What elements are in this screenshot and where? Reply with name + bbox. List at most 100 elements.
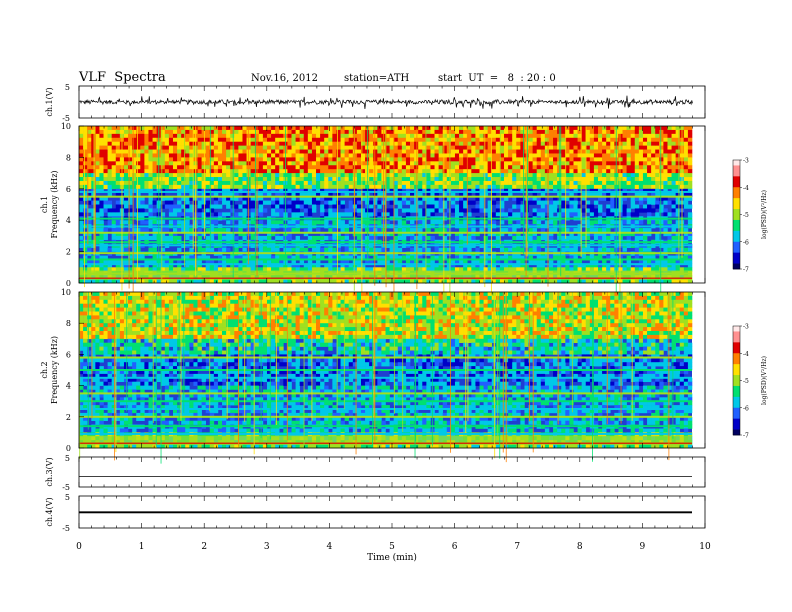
spectrogram-cell [655,188,660,194]
spectrogram-cell [459,235,464,241]
spectrogram-cell [442,161,448,166]
spectrogram-cell [647,259,652,264]
spectrogram-cell [647,129,652,135]
spectrogram-cell [544,126,550,131]
spectrogram-cell [144,180,149,186]
spectrogram-cell [442,153,448,158]
spectrogram-cell [242,200,247,205]
spectrogram-cell [238,180,243,186]
spectrogram-cell [271,157,276,162]
spectrogram-cell [565,204,570,209]
spectrogram-cell [520,180,525,186]
spectrogram-cell [332,208,337,213]
spectrogram-cell [111,173,117,178]
spectrogram-cell [181,169,186,174]
spectrogram-cell [430,184,435,190]
spectrogram-cell [209,180,215,186]
spectrogram-cell [299,279,305,284]
spectrogram-cell [348,188,354,194]
spectrogram-cell [389,129,394,135]
spectrogram-cell [115,231,121,237]
spectrogram-cell [79,141,84,146]
spectrogram-cell [197,255,202,260]
spectrogram-cell [454,161,460,166]
spectrogram-cell [307,129,313,135]
spectrogram-cell [299,157,305,162]
spectrogram-cell [401,235,407,241]
spectrogram-cell [512,228,517,233]
spectrogram-cell [250,145,256,150]
spectrogram-cell [287,177,292,182]
spectrogram-cell [348,255,354,260]
spectrogram-cell [205,165,211,170]
spectrogram-cell [295,228,300,233]
spectrogram-cell [79,149,84,154]
spectrogram-cell [438,153,444,158]
spectrogram-cell [266,161,272,166]
spectrogram-cell [393,137,399,142]
spectrogram-cell [258,173,264,178]
spectrogram-cell [589,180,595,186]
spectrogram-cell [328,196,333,201]
spectrogram-cell [197,231,202,237]
spectrogram-cell [136,200,141,205]
spectrogram-cell [405,133,411,139]
spectrogram-cell [262,279,268,284]
spectrogram-cell [189,153,194,158]
spectrogram-cell [495,231,501,237]
spectrogram-cell [226,220,231,225]
spectrogram-cell [622,149,627,154]
spectrogram-cell [360,208,366,213]
spectrogram-cell [446,157,452,162]
spectrogram-cell [87,157,92,162]
spectrogram-cell [532,259,538,264]
spectrogram-cell [217,149,223,154]
spectrogram-cell [487,126,493,131]
spectrogram-cell [193,279,198,284]
spectrogram-cell [598,137,603,142]
spectrogram-cell [320,180,325,186]
spectrogram-cell [328,188,333,194]
spectrogram-cell [532,145,538,150]
spectrogram-cell [528,235,533,241]
spectrogram-cell [520,255,525,260]
spectrogram-cell [422,188,427,194]
spectrogram-cell [499,161,505,166]
spectrogram-cell [410,196,415,201]
spectrogram-cell [266,177,272,182]
spectrogram-cell [634,279,640,284]
spectrogram-cell [328,279,333,284]
spectrogram-cell [189,196,194,201]
spectrogram-cell [152,200,157,205]
spectrogram-cell [91,267,96,272]
spectrogram-cell [446,231,452,237]
spectrogram-cell [459,204,464,209]
spectrogram-cell [136,173,141,178]
spectrogram-cell [499,145,505,150]
spectrogram-cell [581,196,587,201]
spectrogram-cell [258,188,264,194]
spectrogram-cell [389,247,394,252]
spectrogram-cell [226,153,231,158]
spectrogram-cell [213,188,219,194]
spectrogram-cell [516,133,521,139]
spectrogram-cell [622,279,627,284]
spectrogram-cell [222,184,227,190]
spectrogram-cell [471,169,476,174]
spectrogram-cell [356,192,362,197]
spectrogram-cell [160,169,166,174]
spectrogram-cell [111,247,117,252]
spectrogram-cell [168,141,174,146]
spectrogram-cell [573,200,578,205]
spectrogram-cell [103,169,108,174]
spectrogram-cell [565,235,570,241]
spectrogram-cell [164,145,170,150]
spectrogram-cell [197,204,202,209]
spectrogram-cell [593,141,599,146]
spectrogram-cell [561,153,566,158]
spectrogram-cell [311,153,317,158]
spectrogram-cell [360,255,366,260]
spectrogram-cell [561,228,566,233]
spectrogram-cell [311,157,317,162]
spectrogram-cell [618,180,623,186]
